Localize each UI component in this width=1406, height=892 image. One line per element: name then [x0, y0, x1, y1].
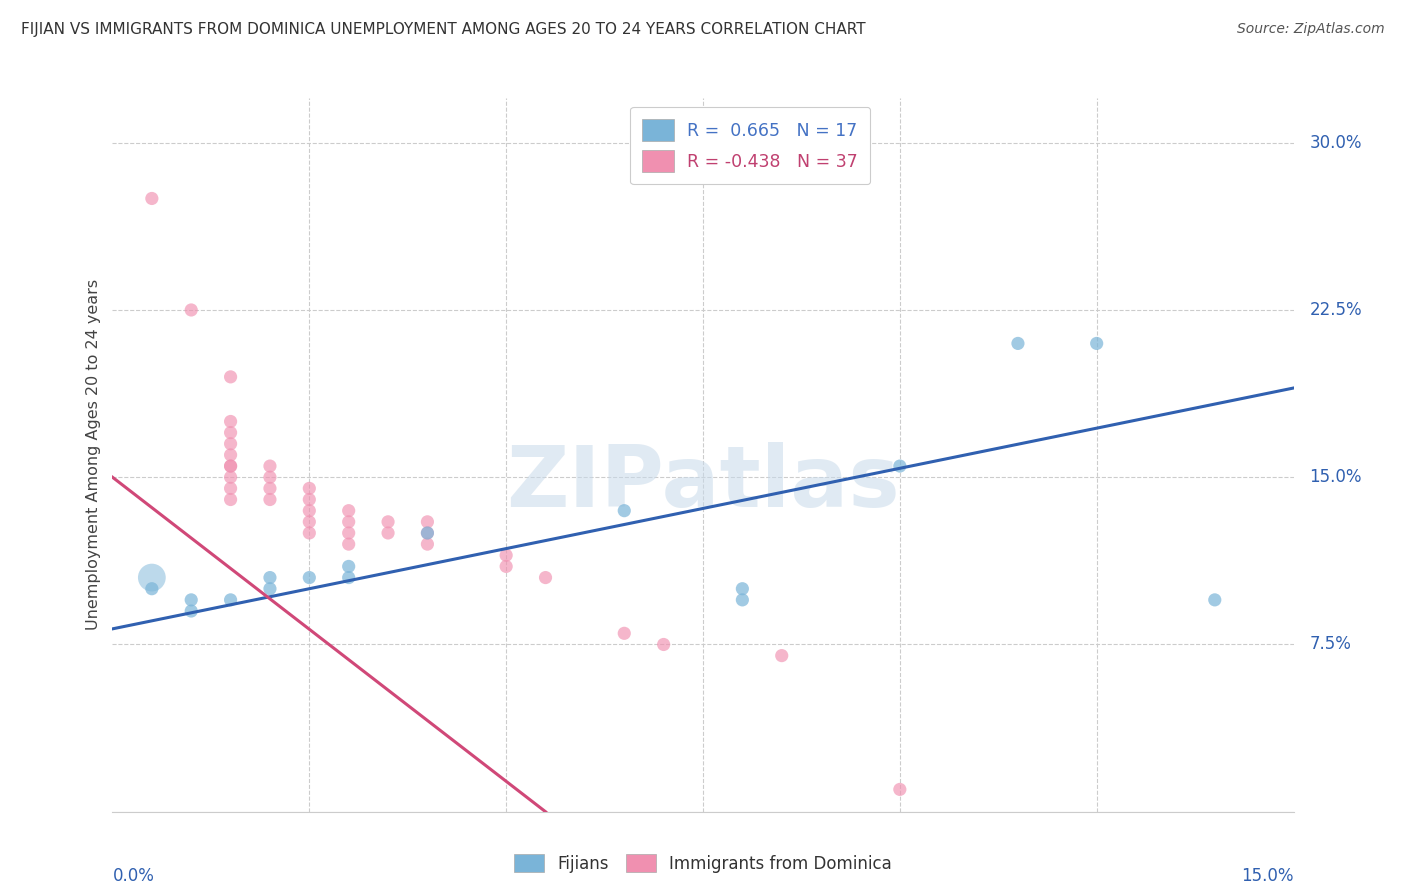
Point — [337, 559, 360, 574]
Point — [219, 459, 242, 474]
Point — [259, 482, 281, 496]
Point — [141, 192, 163, 206]
Point — [889, 459, 911, 474]
Point — [180, 604, 202, 618]
Y-axis label: Unemployment Among Ages 20 to 24 years: Unemployment Among Ages 20 to 24 years — [86, 279, 101, 631]
Point — [377, 515, 399, 529]
Point — [219, 492, 242, 507]
Point — [219, 425, 242, 440]
Point — [1085, 336, 1108, 351]
Text: Source: ZipAtlas.com: Source: ZipAtlas.com — [1237, 22, 1385, 37]
Point — [298, 503, 321, 517]
Point — [298, 492, 321, 507]
Point — [259, 470, 281, 484]
Point — [337, 503, 360, 517]
Point — [889, 782, 911, 797]
Point — [416, 526, 439, 541]
Text: 30.0%: 30.0% — [1309, 134, 1362, 152]
Text: 15.0%: 15.0% — [1309, 468, 1362, 486]
Point — [337, 515, 360, 529]
Point — [416, 515, 439, 529]
Point — [377, 526, 399, 541]
Point — [613, 503, 636, 517]
Text: 0.0%: 0.0% — [112, 867, 155, 886]
Text: FIJIAN VS IMMIGRANTS FROM DOMINICA UNEMPLOYMENT AMONG AGES 20 TO 24 YEARS CORREL: FIJIAN VS IMMIGRANTS FROM DOMINICA UNEMP… — [21, 22, 866, 37]
Point — [1007, 336, 1029, 351]
Text: 15.0%: 15.0% — [1241, 867, 1294, 886]
Text: ZIPatlas: ZIPatlas — [506, 442, 900, 525]
Point — [298, 515, 321, 529]
Point — [337, 571, 360, 585]
Point — [259, 492, 281, 507]
Point — [731, 592, 754, 607]
Point — [534, 571, 557, 585]
Point — [259, 571, 281, 585]
Point — [495, 559, 517, 574]
Point — [141, 582, 163, 596]
Point — [141, 571, 163, 585]
Point — [180, 303, 202, 318]
Point — [219, 470, 242, 484]
Point — [731, 582, 754, 596]
Point — [219, 482, 242, 496]
Point — [652, 637, 675, 651]
Point — [298, 482, 321, 496]
Point — [337, 537, 360, 551]
Text: 7.5%: 7.5% — [1309, 635, 1351, 654]
Legend: Fijians, Immigrants from Dominica: Fijians, Immigrants from Dominica — [508, 847, 898, 880]
Point — [416, 526, 439, 541]
Point — [495, 548, 517, 563]
Text: 22.5%: 22.5% — [1309, 301, 1362, 319]
Point — [219, 369, 242, 384]
Point — [219, 448, 242, 462]
Point — [770, 648, 793, 663]
Point — [180, 592, 202, 607]
Point — [219, 459, 242, 474]
Point — [1204, 592, 1226, 607]
Point — [219, 592, 242, 607]
Point — [219, 414, 242, 429]
Point — [298, 526, 321, 541]
Point — [337, 526, 360, 541]
Point — [219, 436, 242, 450]
Point — [416, 537, 439, 551]
Point — [259, 459, 281, 474]
Point — [613, 626, 636, 640]
Point — [259, 582, 281, 596]
Legend: R =  0.665   N = 17, R = -0.438   N = 37: R = 0.665 N = 17, R = -0.438 N = 37 — [630, 107, 870, 185]
Point — [298, 571, 321, 585]
